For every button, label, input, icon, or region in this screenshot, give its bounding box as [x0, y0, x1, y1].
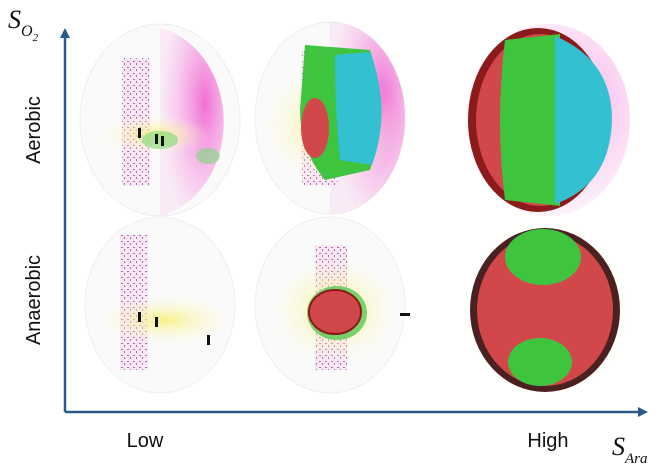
colony-aerobic-low	[80, 24, 240, 216]
column-label: Low	[127, 430, 164, 452]
colony-aerobic-high	[466, 24, 630, 216]
colony-anaerobic-high	[463, 220, 633, 400]
symbol: S	[8, 5, 21, 34]
column-label: High	[527, 430, 568, 452]
subscript: 2	[33, 32, 39, 44]
figure: SO2 Aerobic Anaerobic Low High SAra	[0, 0, 668, 469]
subscript: O	[21, 23, 33, 40]
row-label: Aerobic	[23, 96, 45, 164]
colony-anaerobic-low	[85, 217, 235, 393]
colony-aerobic-mid	[255, 22, 405, 214]
y-axis-label: SO2	[8, 5, 39, 44]
symbol: S	[612, 432, 625, 461]
subscript: Ara	[624, 451, 648, 467]
colony-anaerobic-mid	[255, 217, 410, 393]
x-axis-label: SAra	[612, 432, 648, 467]
row-label: Anaerobic	[23, 255, 45, 345]
